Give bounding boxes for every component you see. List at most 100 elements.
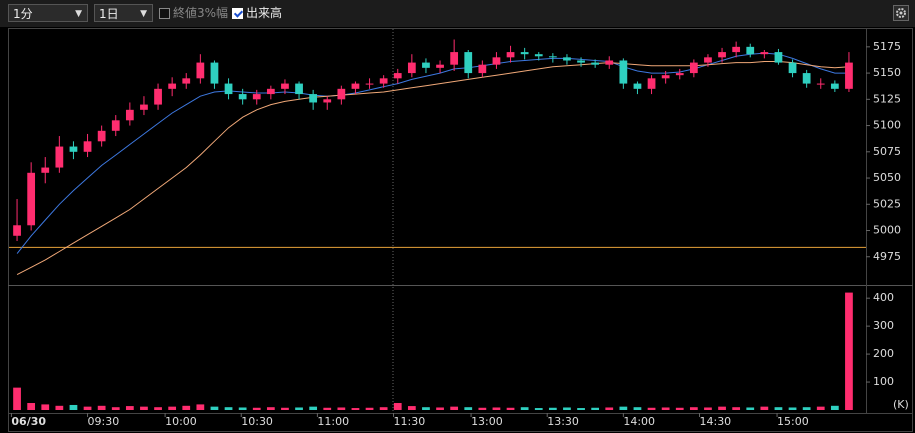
period-select[interactable]: 1日 ▼ — [94, 4, 153, 22]
volume-bar — [619, 406, 628, 410]
volume-bar — [365, 407, 374, 410]
candle-body — [760, 52, 769, 55]
x-tick-label: 10:30 — [241, 415, 273, 428]
x-tick-label: 06/30 — [11, 415, 46, 428]
volume-bar — [704, 407, 712, 410]
candle-body — [168, 83, 177, 89]
volume-bar — [252, 407, 261, 410]
candle-body — [704, 57, 712, 63]
volume-bar — [492, 407, 501, 410]
y-tick-label: 5125 — [873, 92, 901, 105]
candle-body — [97, 130, 106, 142]
volume-bar — [675, 407, 684, 410]
volume-option[interactable]: 出来高 — [232, 5, 282, 22]
volume-bar — [83, 406, 92, 410]
candle-body — [647, 78, 656, 89]
scale-option[interactable]: 終値3%幅 — [159, 5, 228, 22]
volume-bar — [182, 405, 191, 410]
volume-bar — [97, 405, 106, 410]
volume-bar — [69, 404, 78, 410]
period-label: 1日 — [99, 7, 119, 21]
candle-body — [619, 60, 628, 84]
x-tick-label: 14:30 — [699, 415, 731, 428]
volume-bar — [760, 406, 769, 410]
volume-bar — [393, 403, 402, 410]
volume-bar — [323, 407, 332, 410]
candle-body — [140, 104, 148, 110]
volume-tick-label: 100 — [873, 375, 894, 388]
y-tick-label: 5025 — [873, 197, 901, 210]
candle-body — [774, 52, 783, 63]
candle-body — [492, 57, 501, 65]
candle-body — [830, 83, 839, 89]
volume-bar — [520, 407, 529, 410]
y-tick-label: 5150 — [873, 66, 901, 79]
x-tick-label: 09:30 — [88, 415, 120, 428]
candle-body — [154, 88, 162, 105]
candle-body — [661, 75, 670, 79]
candle-body — [379, 78, 388, 84]
checkbox[interactable] — [159, 8, 170, 19]
candle-body — [69, 146, 78, 152]
volume-bar — [210, 406, 219, 410]
y-tick-label: 5100 — [873, 119, 901, 132]
volume-bar — [534, 408, 543, 410]
volume-bar — [718, 406, 726, 410]
candle-body — [238, 94, 247, 100]
candle-body — [675, 73, 684, 76]
volume-bar — [450, 406, 459, 410]
candle-body — [365, 83, 374, 85]
candle-body — [210, 62, 219, 84]
settings-button[interactable] — [893, 5, 909, 21]
volume-bar — [13, 387, 21, 410]
candle-body — [422, 62, 430, 68]
volume-bar — [689, 407, 698, 410]
volume-bar — [647, 407, 656, 410]
candle-body — [55, 146, 64, 168]
volume-tick-label: 200 — [873, 347, 894, 360]
volume-bar — [788, 407, 797, 410]
candle-body — [281, 83, 289, 89]
volume-bar — [816, 406, 825, 410]
volume-bar — [464, 407, 473, 410]
volume-bar — [506, 407, 515, 410]
interval-label: 1分 — [13, 7, 33, 21]
x-tick-label: 14:00 — [623, 415, 655, 428]
volume-bar — [140, 406, 148, 410]
candle-body — [27, 172, 36, 226]
candle-body — [689, 62, 698, 74]
candle-body — [266, 88, 275, 95]
candle-body — [534, 54, 543, 57]
volume-bar — [125, 406, 134, 410]
candle-body — [182, 78, 191, 84]
candle-body — [393, 73, 402, 79]
y-tick-label: 4975 — [873, 250, 901, 263]
candle-body — [83, 141, 92, 152]
checkbox[interactable] — [232, 8, 243, 19]
volume-bar — [802, 407, 811, 410]
volume-bar — [845, 292, 853, 410]
candle-body — [295, 83, 303, 95]
candle-body — [577, 60, 585, 63]
volume-unit: (K) — [893, 398, 909, 411]
volume-bar — [732, 407, 741, 410]
candle-body — [591, 62, 600, 65]
candle-body — [464, 52, 473, 74]
y-tick-label: 5075 — [873, 145, 901, 158]
candle-body — [196, 62, 205, 79]
volume-option-label: 出来高 — [246, 6, 283, 20]
x-tick-label: 11:30 — [394, 415, 426, 428]
x-tick-label: 13:30 — [547, 415, 579, 428]
volume-bar — [830, 405, 839, 410]
volume-bar — [563, 407, 571, 410]
interval-select[interactable]: 1分 ▼ — [8, 4, 88, 22]
moving-average — [16, 61, 850, 276]
candle-body — [224, 83, 233, 95]
y-tick-label: 5000 — [873, 224, 901, 237]
candle-body — [563, 57, 571, 61]
volume-bar — [281, 407, 289, 410]
volume-bar — [154, 407, 162, 410]
candle-body — [436, 64, 444, 68]
candle-body — [732, 46, 741, 53]
volume-bar — [337, 407, 346, 410]
